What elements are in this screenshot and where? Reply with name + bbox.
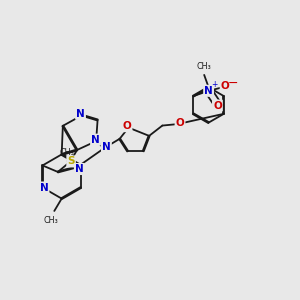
Text: CH₃: CH₃ bbox=[197, 62, 212, 71]
Text: O: O bbox=[221, 81, 230, 91]
Text: −: − bbox=[228, 77, 238, 90]
Text: O: O bbox=[213, 100, 222, 110]
Text: CH₃: CH₃ bbox=[44, 216, 59, 225]
Text: N: N bbox=[204, 86, 213, 96]
Text: S: S bbox=[68, 156, 75, 167]
Text: +: + bbox=[211, 80, 217, 89]
Text: N: N bbox=[75, 164, 84, 174]
Text: O: O bbox=[176, 118, 184, 128]
Text: N: N bbox=[102, 142, 111, 152]
Text: N: N bbox=[40, 182, 48, 193]
Text: N: N bbox=[76, 109, 85, 119]
Text: N: N bbox=[91, 135, 100, 145]
Text: CH₃: CH₃ bbox=[60, 148, 74, 157]
Text: O: O bbox=[123, 121, 131, 131]
